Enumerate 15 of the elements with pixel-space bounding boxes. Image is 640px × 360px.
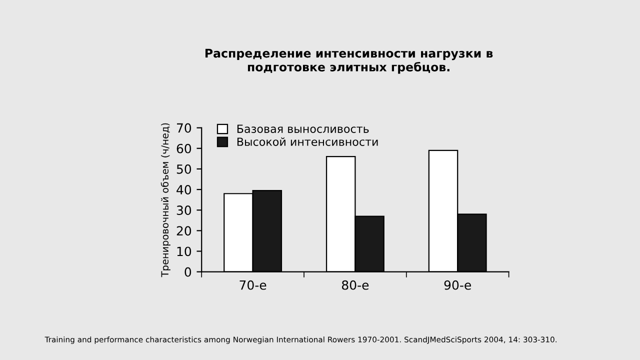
x-tick-label: 70-е [240, 280, 266, 290]
y-tick-label: 30 [176, 206, 192, 216]
legend-label: Базовая выносливость [237, 124, 369, 133]
y-tick-label: 40 [176, 184, 192, 194]
y-tick-label: 60 [176, 144, 192, 154]
y-tick-label: 50 [176, 164, 192, 174]
y-axis-title: Тренировочный объем (ч/нед) [160, 123, 170, 278]
legend-label: Высокой интенсивности [237, 137, 378, 146]
y-tick-label: 20 [176, 226, 192, 236]
x-tick-label: 90-е [444, 280, 471, 290]
y-tick-label: 0 [184, 267, 192, 277]
x-tick-label: 80-е [342, 280, 369, 290]
y-tick-label: 10 [177, 246, 192, 256]
chart-title: Распределение интенсивности нагрузки в подготовке элитных гребцов. [205, 48, 493, 74]
y-tick-label: 70 [176, 123, 192, 133]
